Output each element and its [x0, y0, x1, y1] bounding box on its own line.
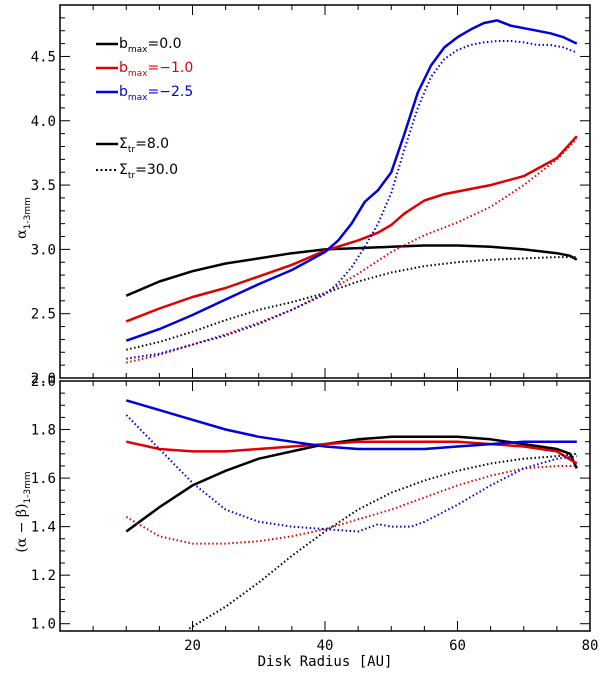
legend-label-value: =−2.5 [148, 84, 194, 100]
legend-label-value: =−1.0 [148, 60, 194, 76]
legend-label-sub: tr [128, 145, 136, 155]
bottom-y-tick-label: 1.8 [31, 423, 56, 439]
x-axis-title: Disk Radius [AU] [258, 654, 393, 670]
legend-label-1: bmax=−1.0 [119, 60, 193, 79]
legend-label-sub: tr [128, 171, 136, 181]
bottom-plot-frame [59, 380, 591, 632]
bottom-series-line-5 [125, 414, 577, 533]
x-tick-label: 20 [184, 638, 201, 654]
legend-label-value: =8.0 [135, 136, 169, 152]
legend-label-0: bmax=0.0 [119, 36, 182, 55]
top-y-tick-label: 3.5 [31, 178, 56, 194]
legend-label-3: Σtr=8.0 [119, 136, 169, 155]
top-series-line-1 [125, 135, 578, 323]
legend-label-4: Σtr=30.0 [119, 162, 178, 181]
top-y-tick-label: 2.0 [31, 371, 56, 387]
bottom-y-axis-title-sub: 1-3mm [23, 471, 33, 503]
bottom-series-line-1 [126, 440, 578, 465]
bottom-series-line-3 [188, 452, 577, 630]
panel-bottom: 20 40 60 80 1.0 1.2 1.4 1.6 1.8 2.0 [31, 374, 599, 654]
bottom-series-line-4 [125, 465, 577, 545]
x-tick-label: 60 [449, 638, 466, 654]
legend-label-value: =0.0 [148, 36, 182, 52]
top-y-tick-label: 2.5 [31, 307, 56, 323]
legend-label-sub: max [128, 45, 148, 55]
legend: bmax=0.0bmax=−1.0bmax=−2.5Σtr=8.0Σtr=30.… [96, 36, 193, 181]
top-y-axis-title-main: α [14, 229, 30, 239]
bottom-series-line-2 [125, 399, 577, 451]
top-series-line-2 [125, 19, 578, 342]
legend-label-prefix: b [119, 84, 128, 100]
legend-label-prefix: b [119, 36, 128, 52]
bottom-y-axis-title-main: (α − β) [14, 504, 30, 553]
top-series-line-0 [125, 244, 578, 297]
bottom-series-line-0 [125, 435, 578, 533]
bottom-y-tick-label: 2.0 [31, 374, 56, 390]
bottom-y-tick-label: 1.4 [31, 520, 56, 536]
legend-label-2: bmax=−2.5 [119, 84, 193, 103]
top-y-tick-label: 4.0 [31, 114, 56, 130]
legend-label-sub: max [128, 69, 148, 79]
legend-label-sub: max [128, 93, 148, 103]
top-y-axis-title: α1-3mm [14, 197, 33, 239]
panel-top: 2.0 2.5 3.0 3.5 4.0 4.5 [31, 4, 591, 387]
top-y-tick-label: 3.0 [31, 242, 56, 258]
top-y-axis-title-sub: 1-3mm [23, 197, 33, 229]
top-y-tick-label: 4.5 [31, 49, 56, 65]
x-tick-label: 40 [317, 638, 334, 654]
legend-label-prefix: Σ [119, 162, 128, 178]
bottom-y-tick-label: 1.6 [31, 471, 56, 487]
top-series-line-3 [126, 256, 577, 351]
top-series-line-4 [126, 138, 578, 364]
top-series-line-5 [126, 40, 578, 360]
bottom-y-tick-label: 1.2 [31, 568, 56, 584]
bottom-y-tick-label: 1.0 [31, 617, 56, 633]
x-tick-label: 80 [582, 638, 599, 654]
top-plot-frame [59, 4, 591, 379]
y-axis-titles: α1-3mm (α − β)1-3mm [14, 197, 33, 553]
legend-label-prefix: Σ [119, 136, 128, 152]
legend-label-prefix: b [119, 60, 128, 76]
bottom-y-axis-title: (α − β)1-3mm [14, 471, 33, 552]
legend-label-value: =30.0 [135, 162, 178, 178]
